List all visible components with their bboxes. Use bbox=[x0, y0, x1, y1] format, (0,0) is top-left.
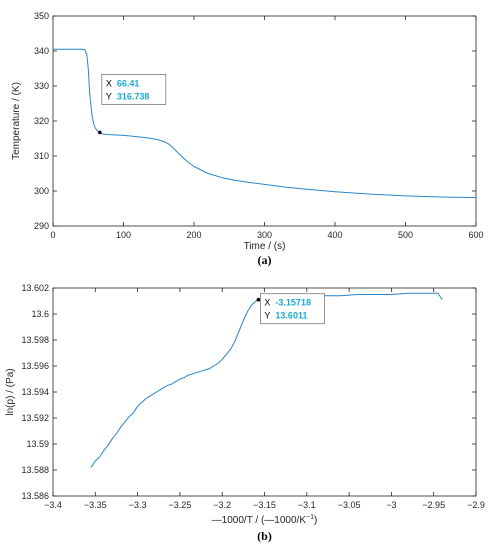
y-tick-label-b: 13.6 bbox=[31, 309, 49, 319]
datatip-marker-a[interactable] bbox=[98, 130, 102, 135]
chart-panel-a: 0 100 200 300 400 500 600 290 300 310 320 330 340 350… bbox=[11, 11, 484, 267]
x-tick-label-b: −3.1 bbox=[298, 500, 316, 510]
datatip-x-value-b: -3.15718 bbox=[275, 298, 311, 308]
x-axis-label-b-main: —1000/T / (—1000/K bbox=[212, 515, 307, 526]
x-axis-label-a: Time / (s) bbox=[244, 241, 286, 252]
y-tick-label-b: 13.588 bbox=[21, 465, 49, 475]
plot-area-a bbox=[52, 15, 477, 227]
y-tick-label-b: 13.596 bbox=[21, 361, 49, 371]
y-tick-label-a: 320 bbox=[34, 116, 49, 126]
x-tick-label-b: −3.3 bbox=[129, 500, 147, 510]
datatip-y-key-a: Y bbox=[106, 91, 112, 101]
x-axis-label-b-close: ) bbox=[314, 515, 317, 526]
chart-panel-b: −3.4 −3.35 −3.3 −3.25 −3.2 −3.15 −3.1 −3.05 −3 −2… bbox=[5, 283, 485, 543]
x-tick-label-b: −2.9 bbox=[467, 500, 485, 510]
datatip-x-key-a: X bbox=[106, 78, 112, 88]
y-axis-label-b: ln(p) / (Pa) bbox=[5, 368, 16, 415]
x-tick-label-a: 500 bbox=[398, 230, 413, 240]
datatip-y-value-a: 316.738 bbox=[117, 91, 150, 101]
series-line-a bbox=[53, 48, 477, 199]
y-tick-label-a: 290 bbox=[34, 221, 49, 231]
datatip-y-key-b: Y bbox=[264, 311, 270, 321]
y-tick-label-b: 13.602 bbox=[21, 283, 49, 293]
datatip-y-value-b: 13.6011 bbox=[275, 311, 307, 321]
y-tick-label-b: 13.586 bbox=[21, 491, 49, 501]
panel-label-a: (a) bbox=[258, 253, 272, 267]
y-tick-label-a: 310 bbox=[34, 151, 49, 161]
x-tick-label-a: 100 bbox=[116, 230, 131, 240]
y-tick-label-a: 330 bbox=[34, 81, 49, 91]
datatip-x-value-a: 66.41 bbox=[117, 78, 140, 88]
y-tick-label-b: 13.598 bbox=[21, 335, 49, 345]
x-tick-label-b: −3.2 bbox=[213, 500, 231, 510]
x-tick-label-b: −3 bbox=[386, 500, 396, 510]
datatip-b[interactable]: X -3.15718 Y 13.6011 bbox=[260, 293, 325, 325]
chart-marks-b: −3.4 −3.35 −3.3 −3.25 −3.2 −3.15 −3.1 −3.05 −3 −2… bbox=[21, 283, 484, 510]
chart-marks-a: 0 100 200 300 400 500 600 290 300 310 320 330 340 350 bbox=[34, 11, 484, 240]
datatip-x-key-b: X bbox=[264, 298, 270, 308]
datatip-box-b bbox=[260, 293, 325, 325]
panel-label-b: (b) bbox=[257, 529, 272, 543]
x-tick-label-a: 300 bbox=[257, 230, 272, 240]
x-tick-label-b: −3.05 bbox=[338, 500, 361, 510]
y-axis-label-a: Temperature / (K) bbox=[11, 82, 22, 160]
x-tick-label-b: −2.95 bbox=[422, 500, 445, 510]
x-axis-label-b: —1000/T / (—1000/K−1) bbox=[212, 514, 318, 526]
x-tick-label-a: 400 bbox=[327, 230, 342, 240]
x-tick-label-a: 600 bbox=[468, 230, 483, 240]
y-tick-label-b: 13.594 bbox=[21, 387, 49, 397]
x-tick-label-b: −3.35 bbox=[84, 500, 107, 510]
x-tick-label-b: −3.4 bbox=[44, 500, 62, 510]
x-tick-label-a: 200 bbox=[186, 230, 201, 240]
y-tick-label-b: 13.59 bbox=[26, 439, 49, 449]
y-tick-label-a: 340 bbox=[34, 46, 49, 56]
x-tick-label-b: −3.15 bbox=[253, 500, 276, 510]
datatip-a[interactable]: X 66.41 Y 316.738 bbox=[101, 74, 167, 105]
datatip-box-a bbox=[101, 74, 167, 105]
x-tick-label-b: −3.25 bbox=[169, 500, 192, 510]
y-tick-label-b: 13.592 bbox=[21, 413, 49, 423]
x-tick-label-a: 0 bbox=[50, 230, 55, 240]
y-tick-label-a: 350 bbox=[34, 11, 49, 21]
datatip-marker-b[interactable] bbox=[256, 297, 261, 302]
x-axis-label-b-sup: −1 bbox=[306, 514, 314, 521]
y-tick-label-a: 300 bbox=[34, 186, 49, 196]
